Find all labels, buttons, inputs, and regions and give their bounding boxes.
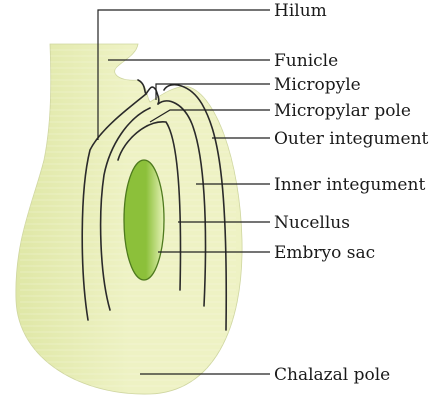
- micropylar-pole-leader: [149, 109, 270, 123]
- label-chalazal-pole: Chalazal pole: [274, 365, 390, 385]
- label-micropylar-pole: Micropylar pole: [274, 101, 411, 121]
- label-nucellus: Nucellus: [274, 213, 350, 233]
- micropyle-leader: [155, 83, 270, 100]
- label-micropyle: Micropyle: [274, 75, 361, 95]
- label-funicle: Funicle: [274, 51, 338, 71]
- hilum-leader: [97, 9, 270, 140]
- label-outer-integument: Outer integument: [274, 129, 429, 149]
- outer-integument-left-curve: [81, 93, 147, 321]
- label-inner-integument: Inner integument: [274, 175, 425, 195]
- funicle-notch-curve: [137, 79, 147, 95]
- label-hilum: Hilum: [274, 1, 327, 21]
- embryo-sac-shape: [123, 159, 165, 281]
- inner-integument-left-curve: [99, 107, 151, 311]
- inner-integument-right-curve: [157, 100, 207, 307]
- outer-integument-right-curve: [163, 83, 228, 331]
- label-embryo-sac: Embryo sac: [274, 243, 375, 263]
- nucellus-curve: [117, 121, 182, 291]
